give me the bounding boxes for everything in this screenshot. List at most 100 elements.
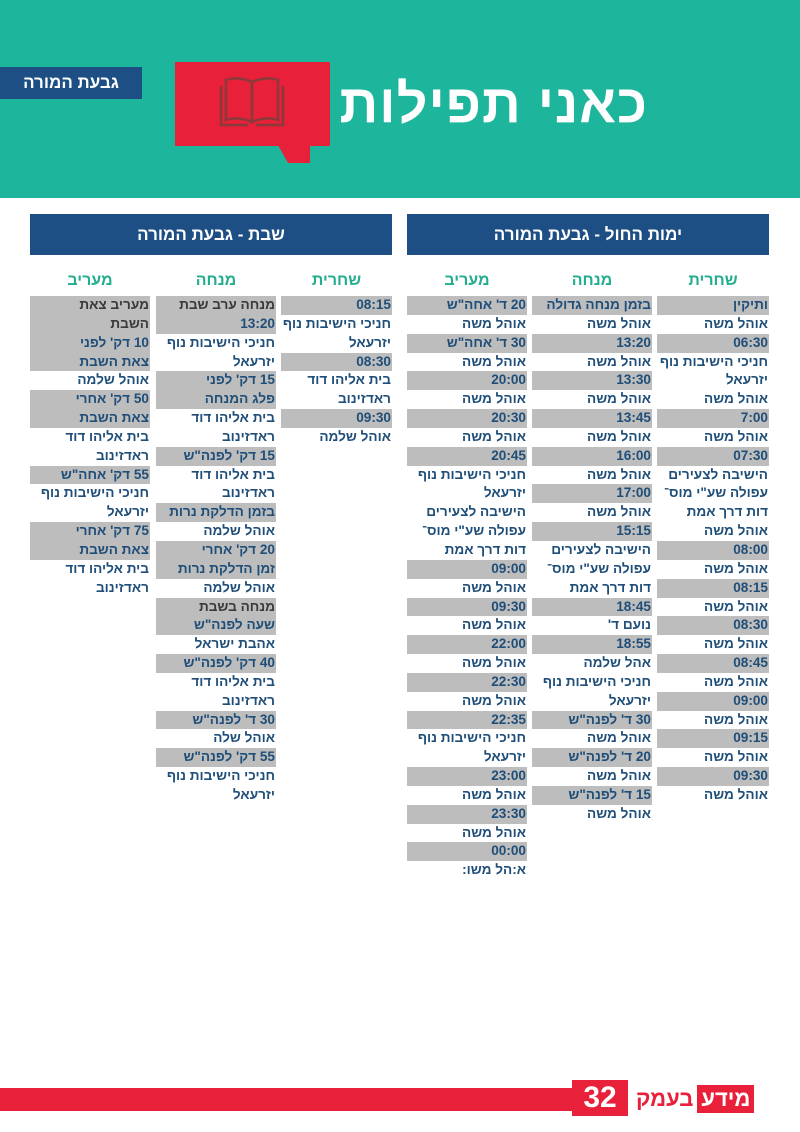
schedule-location: ראדזינוב bbox=[221, 485, 275, 501]
schedule-location: הישיבה לצעירים bbox=[551, 541, 651, 557]
shabbat-mincha-column: מנחה מנחה ערב שבת 13:20 חניכי הישיבות נוף יז… bbox=[156, 268, 276, 805]
schedule-location: אוהל משה bbox=[587, 315, 651, 331]
schedule-time: 20 דק' אחרי bbox=[156, 540, 276, 560]
logo-part-1: מידע bbox=[697, 1085, 755, 1113]
schedule-time: 08:45 bbox=[657, 654, 769, 673]
shabbat-heading: שבת - גבעת המורה bbox=[30, 214, 392, 255]
schedule-location: ראדזינוב bbox=[337, 391, 391, 407]
schedule-time: 13:45 bbox=[532, 409, 652, 428]
schedule-time: 18:55 bbox=[532, 635, 652, 655]
schedule-location: אוהל שלמה bbox=[203, 579, 275, 595]
schedule-location: אוהל שלמה bbox=[203, 523, 275, 539]
schedule-location: אוהל משה bbox=[462, 428, 526, 444]
schedule-time: 20 ד' לפנה"ש bbox=[532, 748, 652, 768]
schedule-location: אוהל משה bbox=[587, 730, 651, 746]
schedule-location: בית אליהו דוד bbox=[65, 560, 149, 576]
schedule-time: 30 ד' לפנה"ש bbox=[532, 710, 652, 730]
schedule-time: 22:30 bbox=[407, 672, 527, 692]
schedule-time: 15 ד' לפנה"ש bbox=[532, 785, 652, 805]
schedule-location: אוהל משה bbox=[587, 391, 651, 407]
schedule-time: מנחה בשבת bbox=[156, 597, 276, 617]
schedule-location: בית אליהו דוד bbox=[191, 410, 275, 426]
schedule-location: נועם ד' bbox=[607, 617, 651, 633]
schedule-location: עפולה שע"י מוס־ bbox=[421, 523, 526, 539]
schedule-time: 23:00 bbox=[407, 767, 527, 786]
schedule-time: 20:45 bbox=[407, 446, 527, 466]
column-title: מעריב bbox=[67, 272, 113, 289]
schedule-time: 55 דק' לפנה"ש bbox=[156, 748, 276, 768]
schedule-location: יזרעאל bbox=[232, 786, 275, 802]
schedule-location: אוהל משה bbox=[704, 749, 768, 765]
schedule-time: 08:15 bbox=[281, 296, 392, 315]
schedule-location: אוהל משה bbox=[462, 692, 526, 708]
schedule-time: השבת bbox=[30, 314, 150, 334]
schedule-time: 20:00 bbox=[407, 371, 527, 391]
schedule-time: 15 דק' לפני bbox=[156, 371, 276, 391]
schedule-time: 09:30 bbox=[657, 767, 769, 786]
schedule-time: 08:30 bbox=[281, 352, 392, 372]
schedule-time: 13:20 bbox=[156, 314, 276, 334]
schedule-location: יזרעאל bbox=[725, 372, 768, 388]
schedule-location: אוהל שלה bbox=[213, 730, 275, 746]
schedule-location: אוהל משה bbox=[462, 824, 526, 840]
page-title: כאני תפילות bbox=[339, 74, 648, 134]
schedule-location: אוהל משה bbox=[704, 391, 768, 407]
schedule-location: אוהל משה bbox=[462, 315, 526, 331]
column-title: מעריב bbox=[444, 272, 490, 289]
speech-bubble-tail bbox=[278, 145, 310, 163]
schedule-time: שעה לפנה"ש bbox=[156, 616, 276, 636]
schedule-location: עפולה שע"י מוס־ bbox=[546, 560, 651, 576]
schedule-time: 30 ד' אחה"ש bbox=[407, 333, 527, 353]
schedule-time: 7:00 bbox=[657, 409, 769, 428]
schedule-location: ראדזינוב bbox=[221, 692, 275, 708]
schedule-location: יזרעאל bbox=[483, 749, 526, 765]
schedule-time: 17:00 bbox=[532, 484, 652, 504]
shabbat-shacharit-column: שחרית 08:15 חניכי הישיבות נוף יזרעאל 08:30 בי… bbox=[281, 268, 392, 447]
schedule-time: 07:30 bbox=[657, 446, 769, 466]
schedule-time: פלג המנחה bbox=[156, 390, 276, 410]
schedule-time: 16:00 bbox=[532, 446, 652, 466]
schedule-location: בית אליהו דוד bbox=[307, 372, 391, 388]
schedule-location: אוהל משה bbox=[587, 504, 651, 520]
schedule-location: אוהל משה bbox=[704, 560, 768, 576]
page-header: גבעת המורה כאני תפילות bbox=[0, 0, 800, 198]
schedule-time: 13:20 bbox=[532, 333, 652, 353]
schedule-time: 75 דק' אחרי bbox=[30, 522, 150, 541]
schedule-location: עפולה שע"י מוס־ bbox=[663, 485, 768, 501]
schedule-location: אוהל משה bbox=[704, 711, 768, 727]
schedule-location: אוהל משה bbox=[704, 523, 768, 539]
schedule-time: 08:00 bbox=[657, 540, 769, 560]
schedule-location: אוהל משה bbox=[704, 428, 768, 444]
schedule-location: יזרעאל bbox=[483, 485, 526, 501]
schedule-location: אוהל משה bbox=[462, 391, 526, 407]
schedule-time: 15 דק' לפנה"ש bbox=[156, 446, 276, 466]
schedule-location: אוהל משה bbox=[704, 786, 768, 802]
schedule-time: צאת השבת bbox=[30, 352, 150, 372]
weekday-mincha-column: מנחה בזמן מנחה גדולה אוהל משה 13:20 אוהל משה… bbox=[532, 268, 652, 824]
schedule-location: יזרעאל bbox=[348, 334, 391, 350]
schedule-location: בית אליהו דוד bbox=[65, 428, 149, 444]
schedule-time: ותיקין bbox=[657, 296, 769, 315]
schedule-location: דות דרך אמת bbox=[686, 504, 768, 520]
schedule-time: 50 דק' אחרי bbox=[30, 390, 150, 410]
schedule-location: אוהל משה bbox=[704, 673, 768, 689]
schedule-location: א:הל משו: bbox=[462, 862, 526, 878]
schedule-location: אוהל משה bbox=[462, 579, 526, 595]
schedule-location: אוהל משה bbox=[587, 428, 651, 444]
schedule-location: יזרעאל bbox=[608, 692, 651, 708]
schedule-location: חניכי הישיבות נוף bbox=[659, 353, 768, 369]
schedule-time: 18:45 bbox=[532, 597, 652, 617]
schedule-location: חניכי הישיבות נוף bbox=[166, 768, 275, 784]
schedule-location: חניכי הישיבות נוף bbox=[166, 334, 275, 350]
schedule-location: ראדזינוב bbox=[221, 428, 275, 444]
schedule-location: אוהל משה bbox=[587, 768, 651, 784]
schedule-time: בזמן הדלקת נרות bbox=[156, 503, 276, 523]
schedule-time: 09:00 bbox=[407, 559, 527, 579]
schedule-time: 22:35 bbox=[407, 710, 527, 730]
schedule-location: הישיבה לצעירים bbox=[668, 466, 768, 482]
schedule-location: חניכי הישיבות נוף bbox=[542, 673, 651, 689]
open-book-icon bbox=[219, 77, 285, 127]
schedule-time: 20:30 bbox=[407, 409, 527, 428]
column-title: שחרית bbox=[311, 272, 362, 289]
weekday-heading: ימות החול - גבעת המורה bbox=[407, 214, 769, 255]
